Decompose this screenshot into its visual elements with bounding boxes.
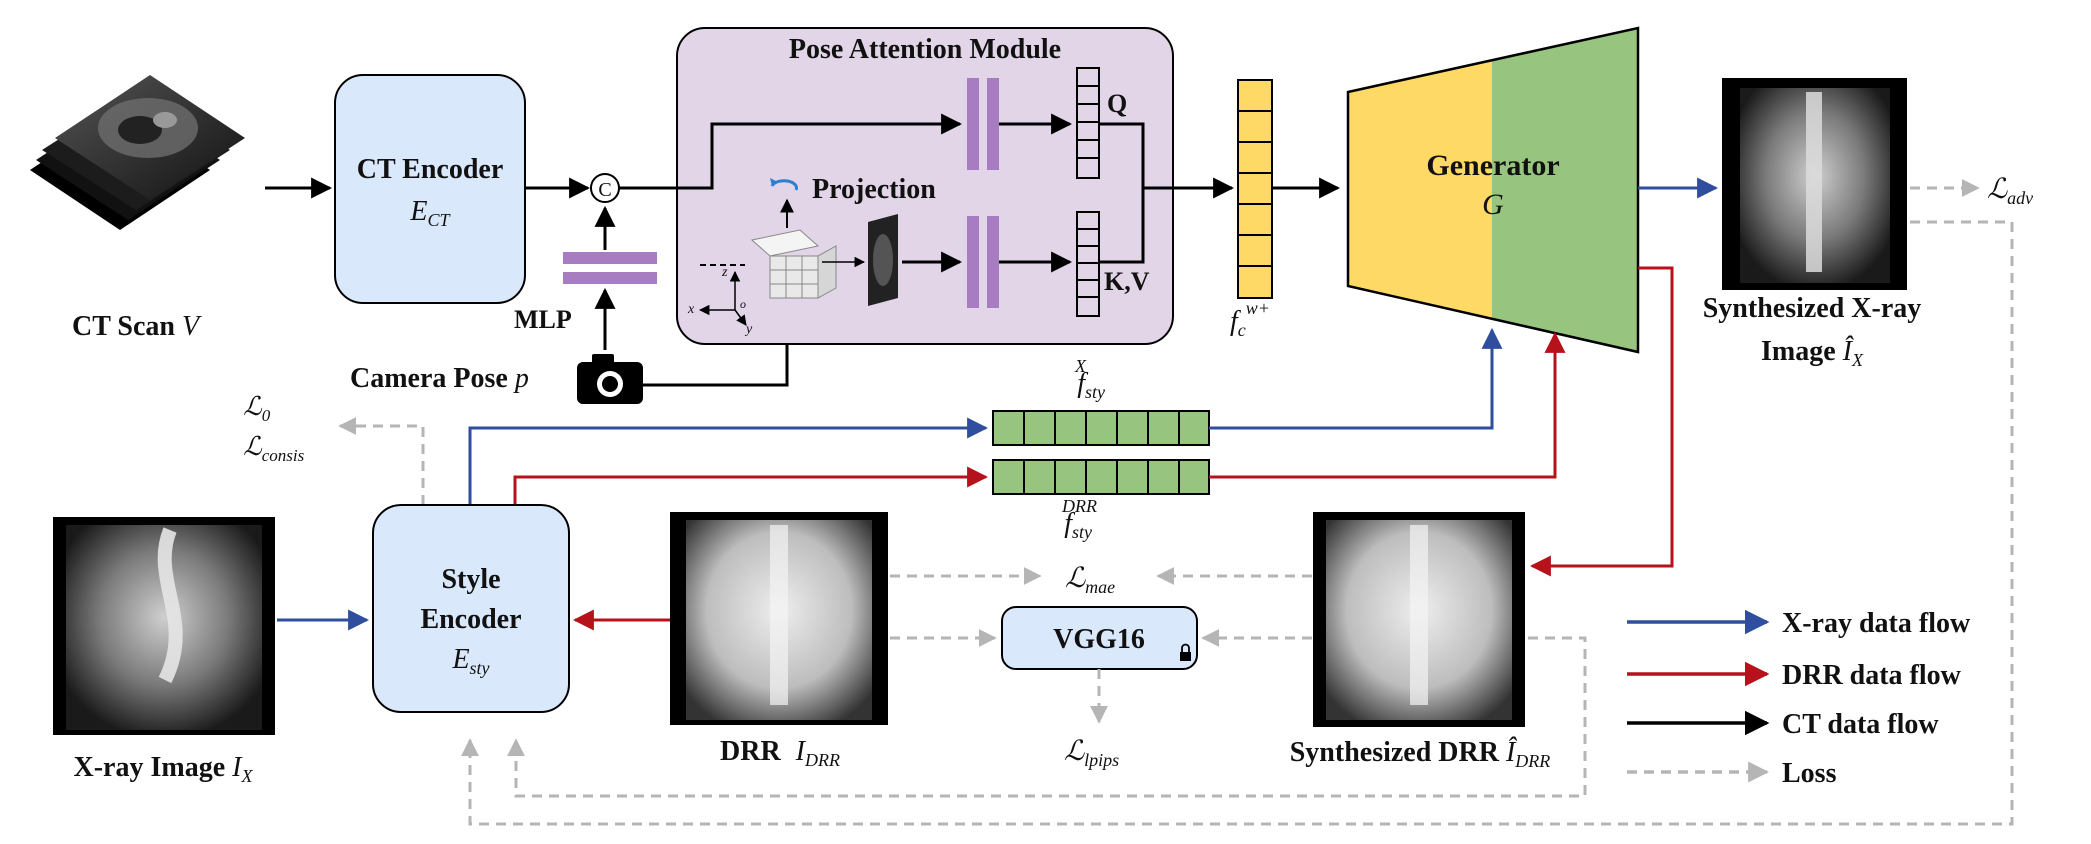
xray-input-image [53,517,275,735]
drr-label: DRR IDRR [720,736,840,770]
synth-xray-label-line2: Image ÎX [1761,336,1864,370]
svg-text:CT data flow: CT data flow [1782,709,1939,740]
synth-xray-image [1722,78,1907,290]
voxel-cube-icon [750,229,837,299]
vgg16-label: VGG16 [1053,624,1145,655]
svg-text:z: z [721,265,728,280]
synth-drr-label: Synthesized DRR ÎDRR [1290,737,1551,771]
fc-label: fcw+ [1230,298,1270,340]
q-label: Q [1107,89,1127,118]
projection-label: Projection [812,174,936,205]
q-linear-bar-1 [967,78,979,170]
ct-encoder-symbol: ECT [409,196,451,230]
kv-to-attention-line [1099,188,1145,264]
svg-text:y: y [744,322,753,337]
l-mae-label: ℒmae [1065,563,1115,597]
legend-item-drr: DRR data flow [1627,660,1962,691]
ct-scan-image [30,75,245,230]
synth-drr-feedback-loss [507,636,1587,798]
l-lpips-label: ℒlpips [1064,736,1119,770]
l-adv-label: ℒadv [1987,174,2033,208]
style-encoder-box [372,504,570,713]
ct-scan-label: CT Scan V [72,311,202,342]
kv-linear-bar-2 [987,216,999,308]
camera-icon [577,354,643,404]
style-enc-to-fsty-drr-arrow [513,466,989,505]
mlp-bar-top [563,252,657,264]
coordinate-axes-icon: z x o y [687,264,753,337]
generator-to-synth-drr-arrow [1529,266,1674,577]
fsty-drr-label: fstyDRR [1061,496,1097,542]
style-encoder-title-2: Encoder [420,604,521,635]
ct-encoder-title: CT Encoder [357,154,504,185]
fc-latent-stack [1237,79,1273,299]
legend: X-ray data flow DRR data flow CT data fl… [1627,608,1971,789]
synth-drr-image [1313,512,1525,727]
kv-label: K,V [1104,267,1150,296]
svg-text:Loss: Loss [1782,758,1837,789]
style-encoder-title-1: Style [441,564,500,595]
ct-encoder-box [334,74,526,304]
drr-image [670,512,888,725]
fsty-x-label: fstyX [1074,356,1105,402]
xray-input-label: X-ray Image IX [74,752,254,786]
concat-to-q-branch-arrow [619,113,963,190]
style-enc-to-fsty-x-arrow [468,417,989,505]
generator-symbol: G [1482,188,1504,221]
mlp-bar-bottom [563,272,657,284]
style-enc-to-lconsis-loss [338,417,425,505]
concat-symbol: C [598,179,611,201]
generator-block [1346,26,1640,354]
synth-xray-feedback-loss [461,220,2014,826]
q-linear-bar-2 [987,78,999,170]
kv-linear-bar-1 [967,216,979,308]
fsty-drr-stack [992,459,1210,495]
projected-slice-image [868,214,898,306]
svg-text:x: x [687,302,695,317]
svg-text:o: o [740,297,746,311]
l0-label: ℒ0 [243,392,271,425]
style-encoder-symbol: Esty [451,644,489,678]
lconsis-label: ℒconsis [243,432,305,465]
generator-title: Generator [1426,149,1559,182]
synth-xray-label-line1: Synthesized X-ray [1703,293,1922,324]
camera-pose-label: Camera Pose p [350,363,529,394]
legend-item-ct: CT data flow [1627,709,1939,740]
fsty-x-stack [992,410,1210,446]
q-token-stack [1076,67,1100,179]
legend-item-loss: Loss [1627,758,1837,789]
kv-token-stack [1076,211,1100,317]
q-to-attention-line [1099,122,1145,188]
pose-attention-module-title: Pose Attention Module [789,34,1061,65]
svg-text:DRR data flow: DRR data flow [1782,660,1962,691]
svg-text:X-ray data flow: X-ray data flow [1782,608,1971,639]
projection-rotate-icon [770,178,798,191]
lock-icon [1180,643,1191,661]
fsty-x-to-generator-arrow [1209,327,1503,430]
legend-item-xray: X-ray data flow [1627,608,1971,639]
fsty-drr-to-generator-arrow [1209,331,1566,479]
mlp-label: MLP [514,305,572,334]
